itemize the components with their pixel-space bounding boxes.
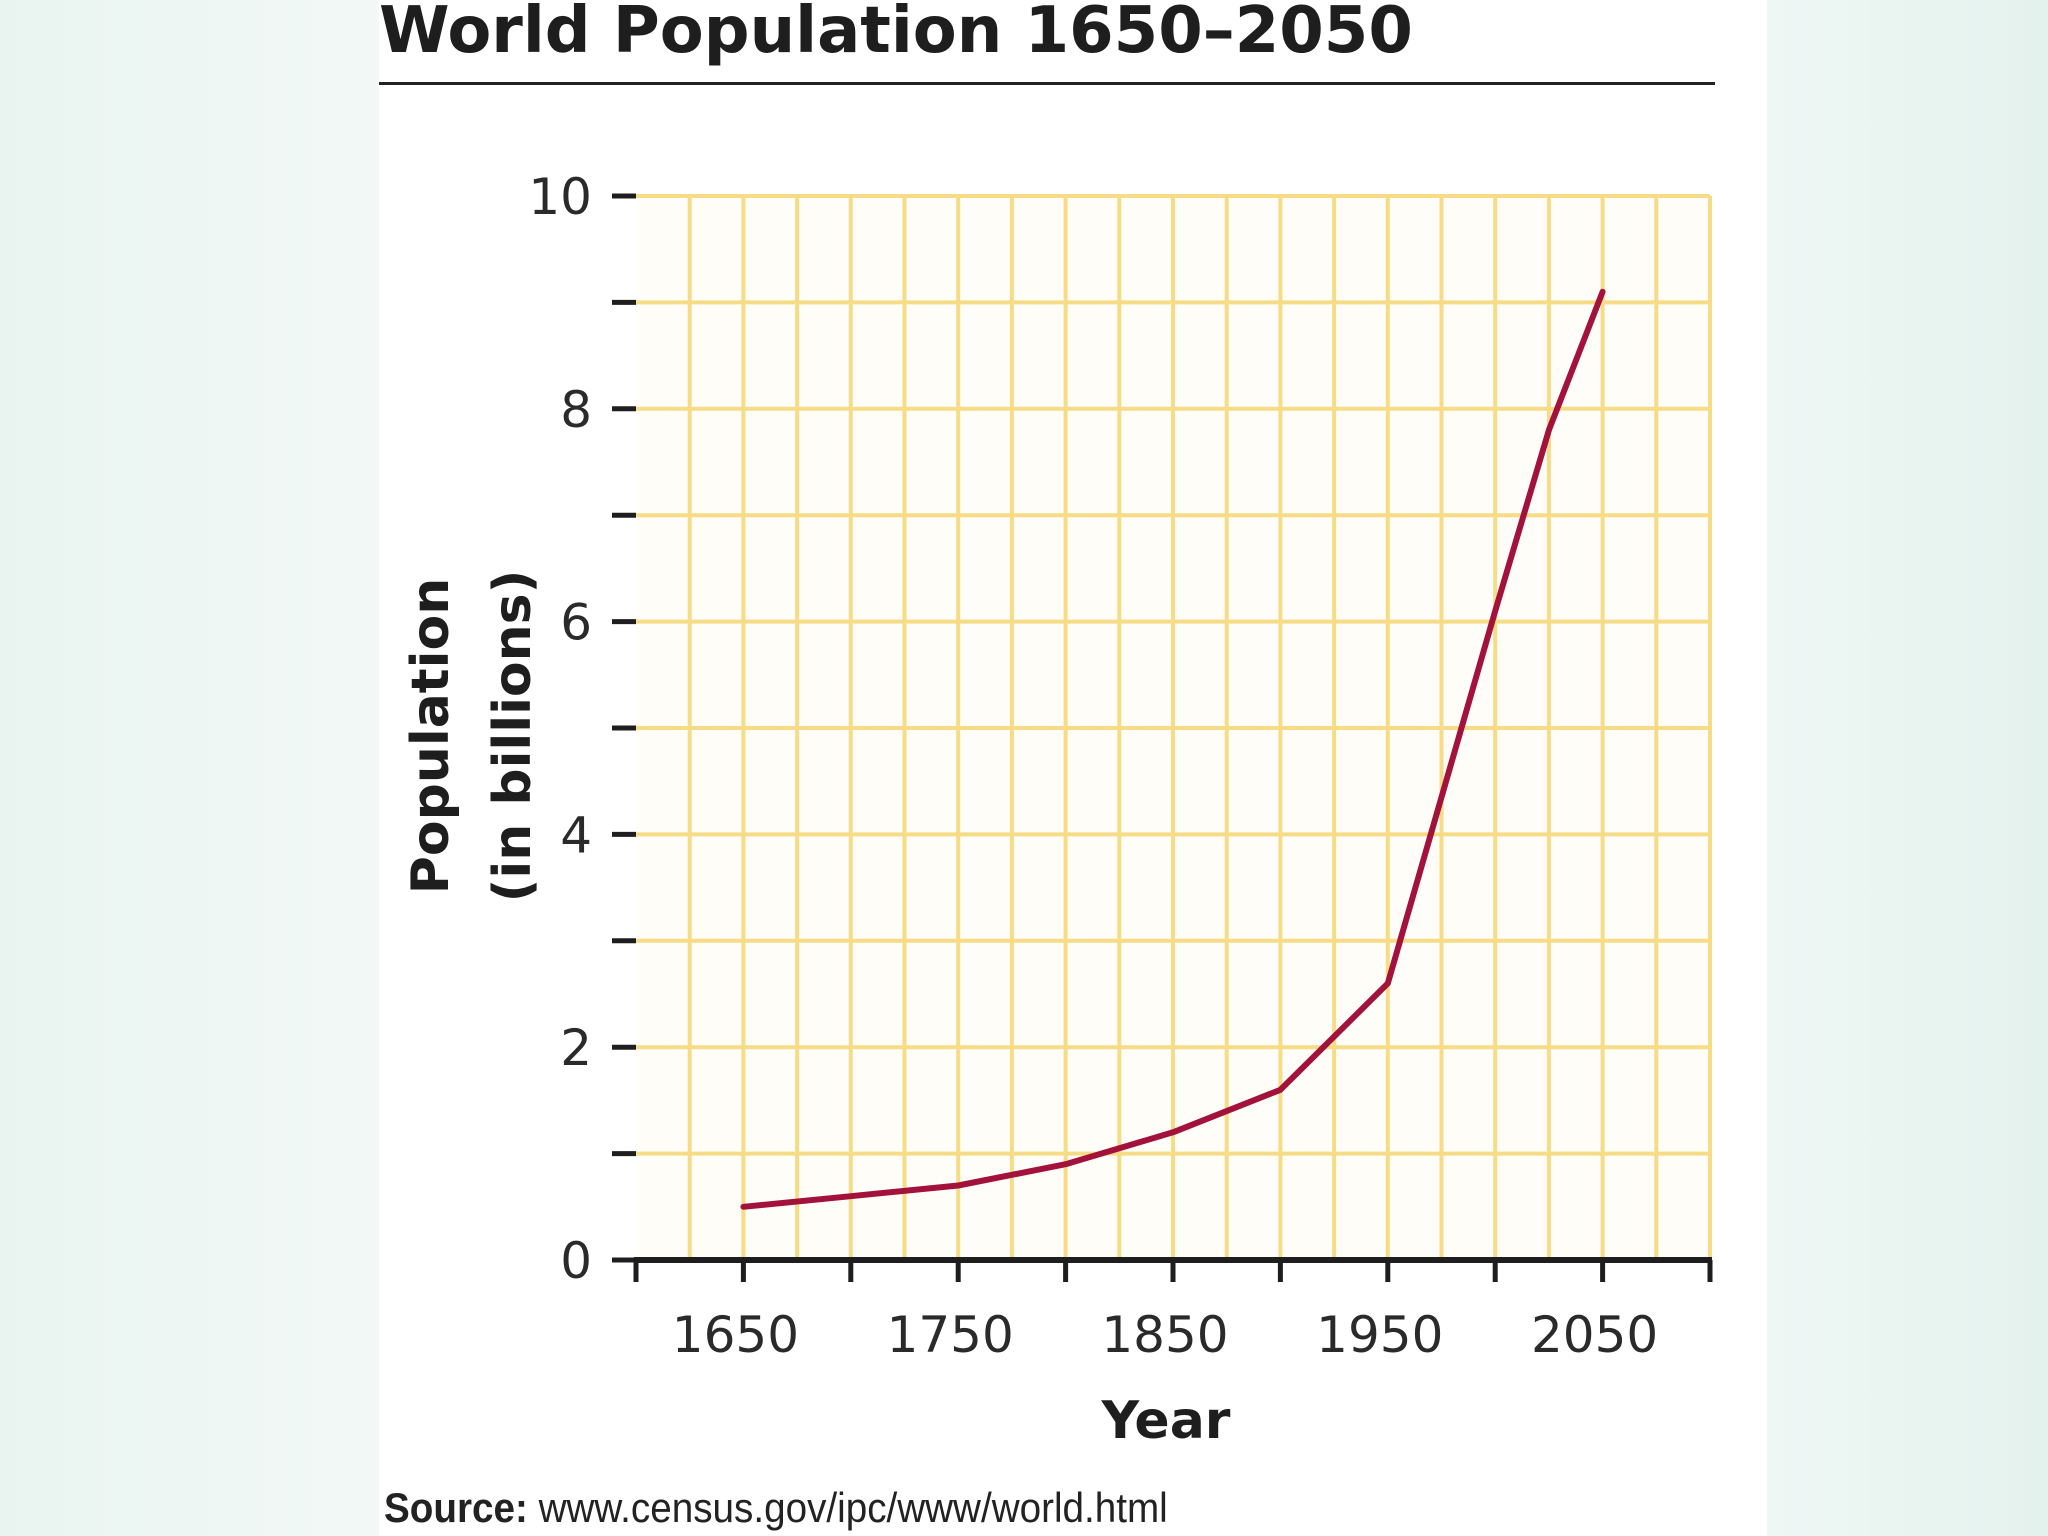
axes xyxy=(612,193,1713,1282)
series-layer xyxy=(740,288,1606,1210)
y-tick-label: 0 xyxy=(560,1232,592,1290)
population-series-line xyxy=(740,288,1606,1210)
x-tick-label: 1650 xyxy=(672,1306,799,1364)
y-tick-label: 10 xyxy=(528,168,592,226)
source-url: www.census.gov/ipc/www/world.html xyxy=(538,1484,1168,1531)
y-tick-label: 6 xyxy=(560,594,592,652)
x-tick-label: 1950 xyxy=(1316,1306,1443,1364)
y-axis-title: Population (in billions) xyxy=(401,570,543,903)
axis-labels: 1650 1750 1850 1950 2050 0 2 4 6 8 10 Year Populatio… xyxy=(401,168,1658,1451)
y-axis-title-line2: (in billions) xyxy=(483,570,543,903)
source-note: Source: www.census.gov/ipc/www/world.htm… xyxy=(384,1484,1168,1532)
x-tick-label: 1750 xyxy=(887,1306,1014,1364)
title-underline xyxy=(379,82,1715,85)
x-axis-title: Year xyxy=(1101,1391,1231,1451)
source-label: Source: xyxy=(384,1484,528,1531)
gridlines xyxy=(636,194,1712,1260)
chart-title: World Population 1650–2050 xyxy=(379,0,1413,68)
y-tick-label: 8 xyxy=(560,381,592,439)
y-tick-label: 4 xyxy=(560,806,592,864)
x-tick-label: 2050 xyxy=(1531,1306,1658,1364)
x-tick-label: 1850 xyxy=(1101,1306,1228,1364)
y-tick-label: 2 xyxy=(560,1019,592,1077)
y-axis-title-line1: Population xyxy=(401,578,461,894)
